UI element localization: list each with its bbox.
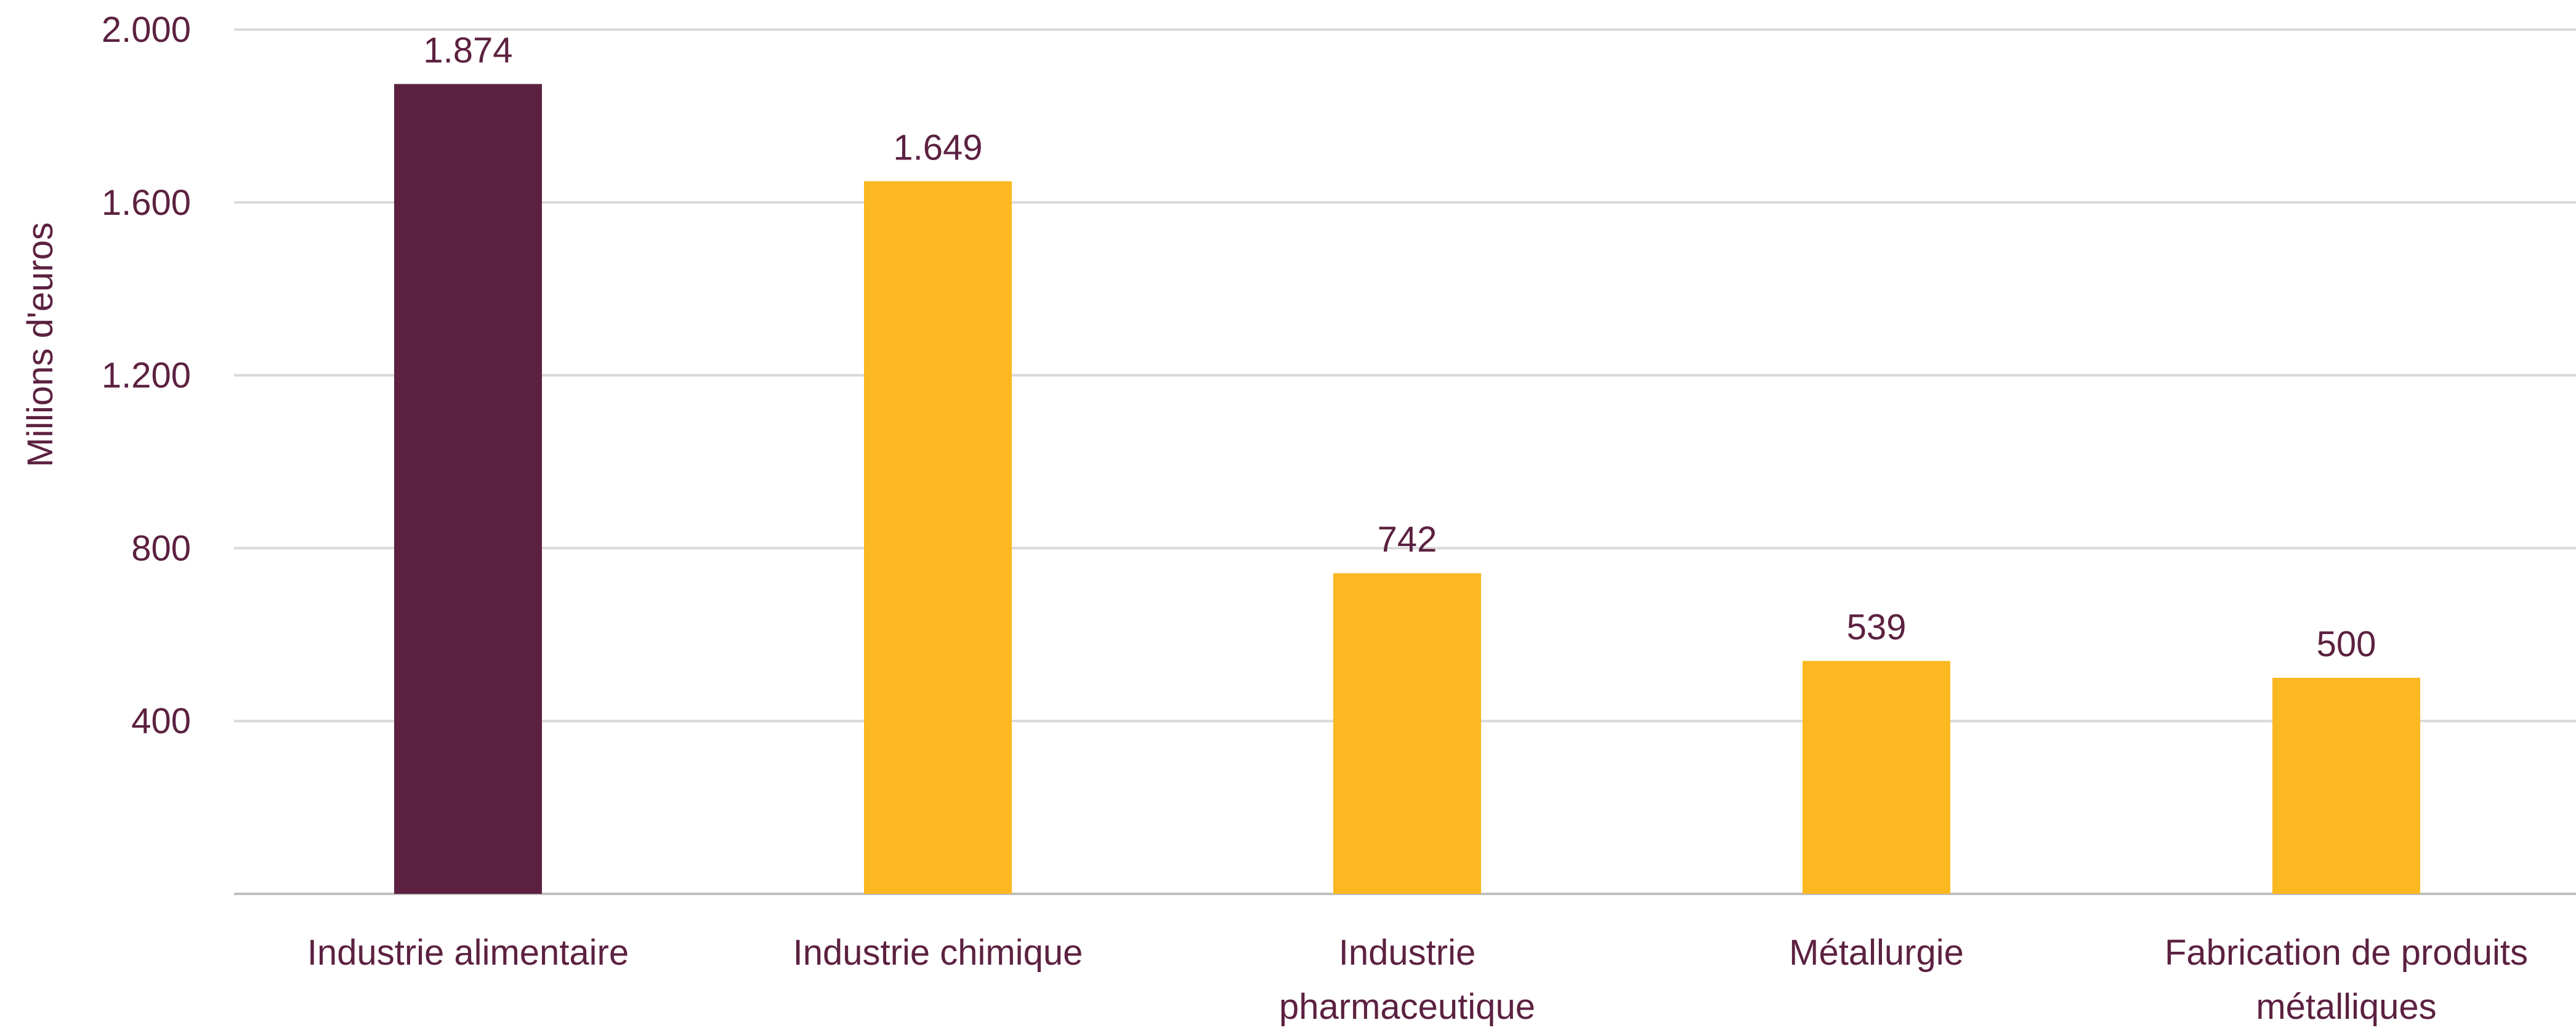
data-labels: 1.874 1.649 742 539 500 [423,30,2376,664]
category-label: Industrie chimique [793,933,1083,973]
data-label: 1.874 [423,30,512,70]
data-label: 500 [2317,624,2376,664]
y-axis-ticks: 400 800 1.200 1.600 2.000 [102,10,191,741]
bar [864,181,1012,894]
bars [394,84,2420,894]
y-axis-title: Millions d'euros [20,222,60,467]
bar [2272,678,2420,894]
category-label-line: Industrie [1339,933,1476,973]
y-tick-label: 1.600 [102,183,191,223]
category-label-line: pharmaceutique [1279,987,1535,1027]
category-label: Industrie alimentaire [307,933,629,973]
category-label-line: Industrie alimentaire [307,933,629,973]
category-label: Métallurgie [1789,933,1964,973]
x-axis-categories: Industrie alimentaire Industrie chimique I… [307,933,2528,1027]
y-tick-label: 1.200 [102,356,191,396]
bar [394,84,542,894]
data-label: 1.649 [893,127,982,167]
category-label-line: Métallurgie [1789,933,1964,973]
category-label: Fabrication de produits métalliques [2165,933,2528,1027]
y-tick-label: 400 [131,701,191,741]
y-tick-label: 800 [131,528,191,568]
bar [1333,573,1481,894]
category-label: Industrie pharmaceutique [1279,933,1535,1027]
data-label: 539 [1847,608,1907,648]
data-label: 742 [1378,520,1437,560]
bar [1803,661,1950,894]
category-label-line: métalliques [2256,987,2436,1027]
y-tick-label: 2.000 [102,10,191,50]
category-label-line: Fabrication de produits [2165,933,2528,973]
category-label-line: Industrie chimique [793,933,1083,973]
